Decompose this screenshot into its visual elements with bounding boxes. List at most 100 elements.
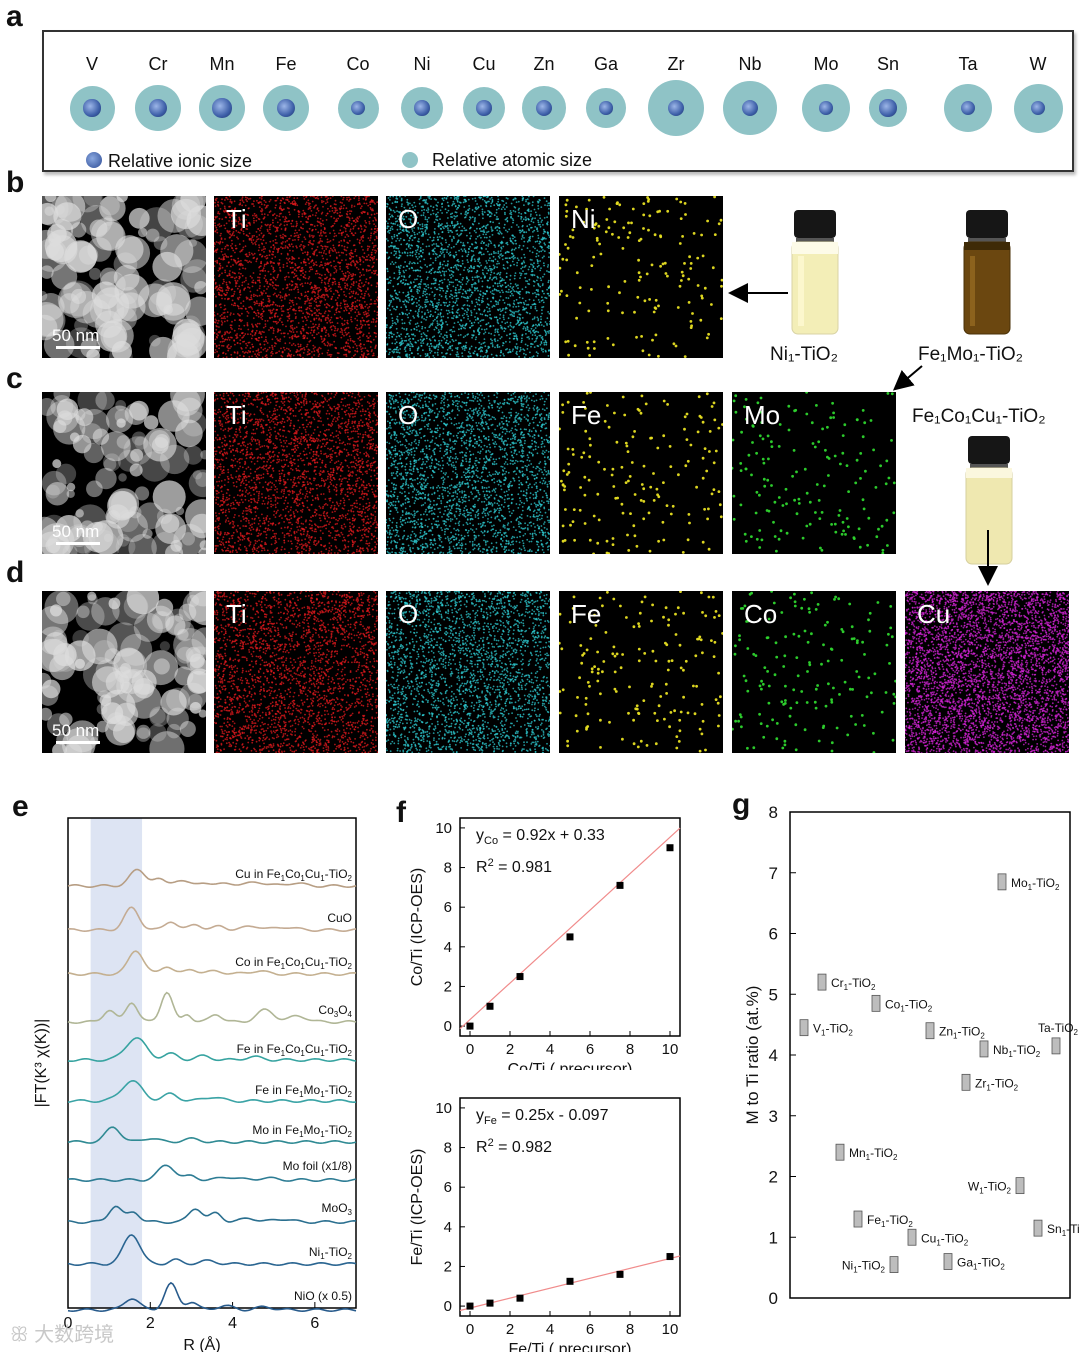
data-point	[1033, 1219, 1043, 1237]
ionic-legend-icon	[86, 152, 102, 168]
x-tick-label: 4	[546, 1321, 554, 1338]
y-tick-label: 8	[444, 860, 452, 877]
series-label: Cu in Fe1Co1Cu1-TiO2	[235, 867, 352, 883]
x-tick-label: 2	[506, 1321, 514, 1338]
fit-equation: yCo = 0.92x + 0.33	[476, 827, 605, 847]
eds-map-ni: Ni	[559, 196, 723, 358]
series-line	[67, 991, 357, 1025]
element-symbol-sn: Sn	[858, 54, 918, 75]
watermark-text: 大数跨境	[34, 1324, 114, 1346]
femo-vial-caption: Fe₁Mo₁-TiO₂	[918, 344, 1023, 366]
eds-map-dots	[386, 392, 550, 554]
y-tick-label: 6	[444, 1179, 452, 1196]
panel_d-haadf-image: 50 nm	[42, 591, 206, 753]
eds-map-label-fe: Fe	[571, 599, 601, 630]
point-label: W1-TiO2	[968, 1180, 1012, 1196]
eds-map-label-ti: Ti	[226, 599, 247, 630]
panel-a-box: V Cr Mn Fe Co Ni Cu Zn Ga Zr Nb Mo Sn Ta W Relative io…	[42, 30, 1074, 172]
x-axis-label: R (Å)	[183, 1335, 220, 1352]
data-point	[835, 1143, 845, 1161]
panel_b-haadf-image: 50 nm	[42, 196, 206, 358]
element-symbol-zn: Zn	[514, 54, 574, 75]
point-label: Cu1-TiO2	[921, 1231, 969, 1247]
x-tick-label: 6	[586, 1321, 594, 1338]
y-tick-label: 5	[769, 985, 778, 1004]
co-icp-chart: 0 2 4 6 8 10 0 2 4 6 8 10 Co/Ti ( precursor) Co/Ti (I…	[409, 817, 681, 1070]
y-tick-label: 6	[444, 899, 452, 916]
data-point	[516, 973, 524, 981]
x-tick-label: 8	[626, 1321, 634, 1338]
element-symbol-cu: Cu	[454, 54, 514, 75]
r-squared: R2 = 0.981	[476, 857, 552, 876]
ionic-size-circle-ta	[961, 101, 975, 115]
data-point	[616, 881, 624, 889]
eds-map-dots	[905, 591, 1069, 753]
point-label: Mn1-TiO2	[849, 1146, 898, 1162]
ionic-size-circle-v	[83, 99, 101, 117]
point-label: V1-TiO2	[813, 1022, 853, 1038]
data-point	[466, 1022, 474, 1030]
data-point	[889, 1256, 899, 1273]
fit-equation: yFe = 0.25x - 0.097	[476, 1107, 609, 1127]
series-line	[67, 1205, 357, 1225]
eds-map-label-ni: Ni	[571, 204, 596, 235]
y-tick-label: 2	[444, 1258, 452, 1275]
fit-line	[459, 827, 681, 1030]
y-tick-label: 0	[444, 1018, 452, 1035]
panel-label-d: d	[6, 556, 24, 590]
x-tick-label: 4	[546, 1041, 554, 1058]
fecocu-vial-image	[962, 436, 1022, 573]
y-tick-label: 10	[435, 1100, 452, 1117]
data-point	[566, 1277, 574, 1285]
y-tick-label: 0	[769, 1289, 778, 1308]
series-label: Mo foil (x1/8)	[283, 1159, 352, 1173]
watermark: ꕥ 大数跨境	[10, 1318, 114, 1347]
y-tick-label: 10	[435, 820, 452, 837]
series-label: Mo in Fe1Mo1-TiO2	[252, 1123, 352, 1139]
fecocu-vial-caption: Fe₁Co₁Cu₁-TiO₂	[912, 406, 1046, 428]
element-symbol-ni: Ni	[392, 54, 452, 75]
data-point	[853, 1210, 863, 1228]
plot-frame	[459, 817, 681, 1037]
watermark-logo-icon: ꕥ	[10, 1324, 29, 1346]
series-line	[67, 1037, 357, 1063]
y-tick-label: 8	[769, 803, 778, 822]
eds-map-label-ti: Ti	[226, 204, 247, 235]
series-label: Fe in Fe1Co1Cu1-TiO2	[237, 1042, 353, 1058]
data-point	[943, 1253, 953, 1270]
point-label: Ni1-TiO2	[842, 1259, 886, 1275]
y-tick-label: 2	[444, 978, 452, 995]
data-point	[616, 1270, 624, 1278]
eds-map-fe: Fe	[559, 392, 723, 554]
point-label: Sn1-TiO2	[1047, 1222, 1080, 1238]
eds-map-label-mo: Mo	[744, 400, 780, 431]
scale-bar: 50 nm	[52, 326, 100, 349]
data-point	[1051, 1037, 1061, 1055]
panel-label-e: e	[12, 790, 29, 824]
element-symbol-ta: Ta	[938, 54, 998, 75]
data-point	[979, 1040, 989, 1058]
element-symbol-co: Co	[328, 54, 388, 75]
point-label: Ga1-TiO2	[957, 1256, 1005, 1272]
point-label: Fe1-TiO2	[867, 1213, 913, 1229]
x-axis-label: Fe/Ti ( precursor)	[509, 1341, 632, 1352]
haadf-texture	[42, 196, 206, 358]
eds-map-label-co: Co	[744, 599, 777, 630]
data-point	[871, 994, 881, 1012]
x-tick-label: 4	[228, 1315, 237, 1332]
eds-map-dots	[386, 196, 550, 358]
element-symbol-mn: Mn	[192, 54, 252, 75]
series-line	[67, 1234, 357, 1267]
series-line	[67, 1079, 357, 1104]
eds-map-dots	[732, 591, 896, 753]
point-label: Zr1-TiO2	[975, 1076, 1019, 1092]
eds-map-mo: Mo	[732, 392, 896, 554]
series-label: Co in Fe1Co1Cu1-TiO2	[235, 955, 352, 971]
series-label: CuO	[327, 911, 352, 925]
series-line	[67, 1126, 357, 1145]
data-point	[925, 1022, 935, 1040]
scale-bar: 50 nm	[52, 721, 100, 744]
point-label: Ta-TiO2	[1038, 1021, 1079, 1037]
eds-map-o: O	[386, 196, 550, 358]
element-symbol-zr: Zr	[646, 54, 706, 75]
